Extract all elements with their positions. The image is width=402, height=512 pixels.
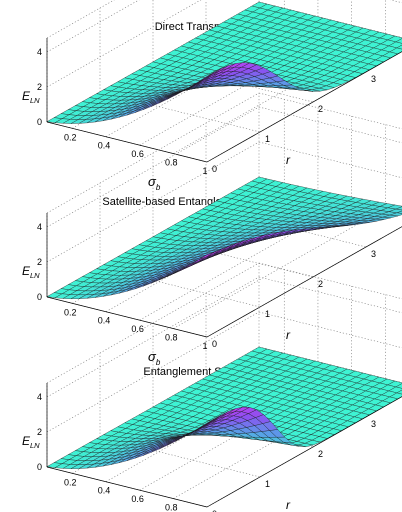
z-tick-label: 4	[37, 47, 42, 57]
surface-patch	[198, 72, 215, 82]
surface	[46, 1, 402, 124]
grid-line	[139, 199, 352, 321]
x-tick-label: 0.2	[64, 477, 77, 487]
grid-line	[46, 0, 202, 88]
z-tick-label: 2	[37, 82, 42, 92]
z-axis-label-sub: LN	[30, 271, 40, 280]
surface	[46, 176, 402, 299]
grid-line	[389, 0, 402, 4]
grid-line	[173, 33, 386, 154]
y-tick-label: 3	[371, 249, 376, 259]
z-tick-label: 4	[37, 392, 42, 402]
surface-patch	[198, 418, 215, 429]
chart-panel-1: Direct Transmission0240.20.40.60.8101234…	[22, 0, 402, 192]
y-tick-label: 3	[371, 419, 376, 429]
y-axis-label: r	[286, 328, 291, 342]
chart-panel-3: Entanglement Swapping0240.20.40.60.81012…	[22, 262, 402, 512]
y-tick-label: 0	[212, 164, 217, 174]
surface	[46, 346, 402, 469]
y-axis-line	[206, 226, 402, 338]
grid-line	[258, 276, 402, 314]
x-axis-line	[46, 121, 208, 163]
x-tick-label: 0.8	[165, 158, 178, 168]
axes	[46, 213, 402, 338]
grid-line	[258, 92, 402, 130]
z-tick-label: 2	[37, 427, 42, 437]
x-tick-label: 0.8	[165, 503, 178, 512]
x-axis-label: σb	[148, 349, 161, 367]
grid-line	[258, 106, 402, 144]
x-axis-line	[46, 466, 208, 508]
x-axis-label: σb	[148, 174, 161, 192]
y-axis-line	[206, 51, 402, 163]
grid-line	[258, 141, 402, 179]
y-tick-label: 2	[318, 449, 323, 459]
x-tick-label: 0.6	[131, 494, 144, 504]
x-tick-label: 0.8	[165, 333, 178, 343]
x-tick-label: 0.4	[98, 486, 111, 496]
x-tick-label: 0.4	[98, 141, 111, 151]
chart-panel-2: Satellite-based Entanglement Generation0…	[22, 92, 402, 367]
x-tick-label: 0.4	[98, 316, 111, 326]
y-tick-label: 1	[265, 134, 270, 144]
y-tick-label: 0	[212, 509, 217, 512]
z-tick-label: 4	[37, 222, 42, 232]
z-axis-label-sub: LN	[30, 441, 40, 450]
y-tick-label: 1	[265, 309, 270, 319]
z-tick-label: 0	[37, 462, 42, 472]
y-tick-label: 3	[371, 74, 376, 84]
y-axis-line	[206, 396, 402, 508]
y-axis-label: r	[286, 498, 291, 512]
axes	[46, 383, 402, 508]
grid-line	[46, 311, 260, 433]
x-tick-label: 0.2	[64, 132, 77, 142]
grid-line	[173, 208, 386, 329]
x-tick-label: 1	[202, 341, 207, 351]
surface-patch	[198, 252, 215, 260]
x-tick-label: 0.2	[64, 307, 77, 317]
z-tick-label: 0	[37, 292, 42, 302]
grid-line	[46, 106, 260, 228]
y-axis-label: r	[286, 153, 291, 167]
y-tick-label: 2	[318, 279, 323, 289]
x-axis-label-sub: b	[156, 183, 161, 192]
x-tick-label: 0.6	[131, 324, 144, 334]
x-tick-label: 1	[202, 166, 207, 176]
x-axis-line	[46, 296, 208, 338]
y-tick-label: 0	[212, 339, 217, 349]
grid-line	[46, 141, 260, 263]
x-tick-label: 0.6	[131, 149, 144, 159]
y-tick-label: 2	[318, 104, 323, 114]
z-axis-label-sub: LN	[30, 96, 40, 105]
z-tick-label: 2	[37, 257, 42, 267]
z-tick-label: 0	[37, 117, 42, 127]
axes	[46, 38, 402, 163]
x-axis-label-sub: b	[156, 358, 161, 367]
grid-line	[258, 311, 402, 349]
y-tick-label: 1	[265, 479, 270, 489]
grid-line	[46, 276, 260, 398]
